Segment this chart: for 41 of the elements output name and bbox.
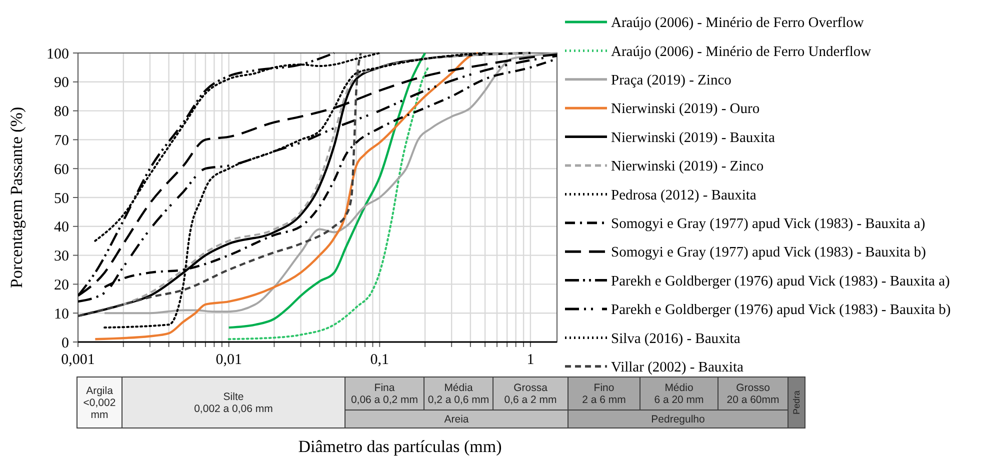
x-tick-label: 0,01: [216, 352, 242, 368]
y-tick-label: 50: [54, 190, 69, 207]
y-tick-label: 80: [54, 104, 69, 120]
y-tick-label: 30: [54, 248, 69, 265]
text: Pedra: [792, 390, 802, 415]
y-tick-label: 90: [54, 75, 69, 92]
legend-label: Praça (2019) - Zinco: [611, 72, 732, 88]
y-axis-title: Porcentagem Passante (%): [7, 106, 26, 288]
legend-label: Parekh e Goldberger (1976) apud Vick (1983) - Bauxita a): [611, 273, 950, 290]
legend-label: Araújo (2006) - Minério de Ferro Overflow: [611, 15, 864, 32]
text: Grosso 20 a 60mm: [726, 382, 780, 406]
y-tick-label: 10: [54, 306, 69, 322]
legend-label: Somogyi e Gray (1977) apud Vick (1983) - Bauxita a): [611, 216, 926, 232]
legend-label: Pedrosa (2012) - Bauxita: [611, 187, 757, 204]
x-tick-label: 1: [526, 352, 534, 368]
text: Média 0,2 a 0,6 mm: [428, 382, 490, 406]
legend-label: Nierwinski (2019) - Zinco: [611, 158, 764, 175]
text: Silte 0,002 a 0,06 mm: [194, 391, 274, 416]
y-tick-label: 20: [54, 277, 69, 294]
text: Pedregulho: [651, 414, 706, 426]
legend-label: Nierwinski (2019) - Ouro: [611, 101, 760, 118]
text: Médio 6 a 20 mm: [654, 382, 704, 406]
text: Fino 2 a 6 mm: [582, 382, 626, 406]
legend-label: Nierwinski (2019) - Bauxita: [611, 130, 776, 146]
y-tick-label: 60: [54, 162, 69, 178]
legend-label: Somogyi e Gray (1977) apud Vick (1983) - Bauxita b): [611, 244, 926, 261]
legend-label: Silva (2016) - Bauxita: [611, 330, 741, 347]
legend-label: Araújo (2006) - Minério de Ferro Underflow: [611, 44, 872, 60]
y-tick-label: 100: [46, 46, 69, 62]
text: Argila <0,002 mm: [83, 385, 116, 422]
legend-label: Villar (2002) - Bauxita: [611, 359, 744, 376]
text: Grossa 0,6 a 2 mm: [504, 382, 558, 406]
text: Fina 0,06 a 0,2 mm: [350, 382, 418, 406]
y-tick-label: 70: [54, 132, 69, 149]
x-axis-title: Diâmetro das partículas (mm): [298, 437, 502, 456]
x-tick-label: 0,1: [370, 352, 390, 368]
x-tick-label: 0,001: [61, 352, 95, 368]
legend-label: Parekh e Goldberger (1976) apud Vick (1983) - Bauxita b): [611, 302, 951, 318]
y-tick-label: 0: [62, 335, 69, 352]
y-tick-label: 40: [54, 220, 69, 236]
text: Areia: [444, 414, 469, 426]
